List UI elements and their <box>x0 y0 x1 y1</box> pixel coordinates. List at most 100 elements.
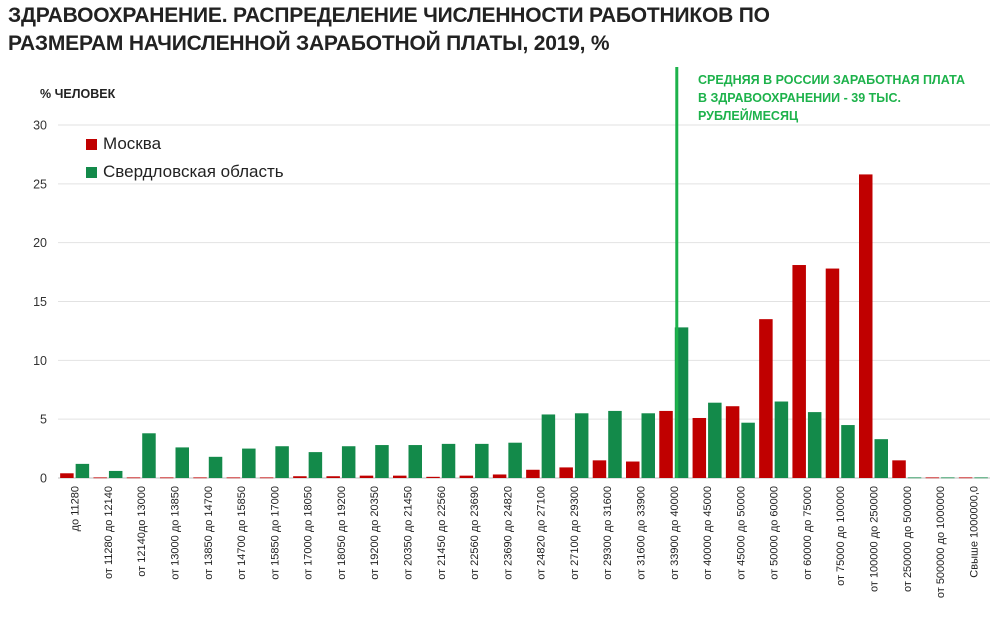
bar-moscow <box>193 477 207 479</box>
x-tick-label: от 20350 до 21450 <box>403 486 415 580</box>
bar-sverdlovsk <box>308 452 323 478</box>
legend-item-moscow: Москва <box>86 130 284 158</box>
bar-moscow <box>359 475 374 478</box>
bar-moscow <box>226 477 241 479</box>
bar-moscow <box>93 477 107 479</box>
bar-moscow <box>859 174 873 479</box>
bar-moscow <box>626 461 640 478</box>
bar-sverdlovsk <box>541 414 556 478</box>
x-tick-label: от 31600 до 33900 <box>636 486 648 580</box>
x-tick-label: от 17000 до 18050 <box>303 486 315 580</box>
bar-sverdlovsk <box>75 463 90 478</box>
bar-moscow <box>725 406 740 478</box>
bar-moscow <box>393 475 407 478</box>
x-tick-label: от 24820 до 27100 <box>536 486 548 580</box>
bar-sverdlovsk <box>408 445 422 478</box>
bar-moscow <box>958 477 973 479</box>
x-tick-label: от 14700 до 15850 <box>236 486 248 580</box>
y-tick-label: 20 <box>33 236 47 250</box>
chart-title: ЗДРАВООХРАНЕНИЕ. РАСПРЕДЕЛЕНИЕ ЧИСЛЕННОС… <box>8 2 908 58</box>
x-tick-label: от 75000 до 100000 <box>835 486 847 586</box>
x-tick-label: от 100000 до 250000 <box>869 486 881 592</box>
y-axis: % ЧЕЛОВЕК 0 5 10 15 20 25 30 <box>33 87 115 486</box>
x-tick-label: от 15850 до 17000 <box>269 486 281 580</box>
bar-sverdlovsk <box>974 477 988 479</box>
legend-item-sverdlovsk: Свердловская область <box>86 158 284 186</box>
y-tick-label: 0 <box>40 472 47 486</box>
y-tick-label: 30 <box>33 119 47 133</box>
bar-sverdlovsk <box>175 447 189 478</box>
y-tick-label: 10 <box>33 354 47 368</box>
bar-sverdlovsk <box>608 410 622 478</box>
bar-sverdlovsk <box>708 402 722 478</box>
bar-sverdlovsk <box>907 477 922 479</box>
bar-sverdlovsk <box>375 445 389 478</box>
y-tick-label: 5 <box>40 413 47 427</box>
chart-title-line-2: РАЗМЕРАМ НАЧИСЛЕННОЙ ЗАРАБОТНОЙ ПЛАТЫ, 2… <box>8 32 610 55</box>
bar-moscow <box>492 474 507 478</box>
bar-moscow <box>459 475 474 478</box>
x-tick-label: от 13000 до 13850 <box>170 486 182 580</box>
x-tick-label: от 22560 до 23690 <box>469 486 481 580</box>
bar-moscow <box>659 410 673 478</box>
bar-moscow <box>160 477 174 479</box>
bar-moscow <box>526 469 540 478</box>
x-tick-label: от 12140до 13000 <box>136 486 148 577</box>
bar-sverdlovsk <box>841 425 855 478</box>
bar-sverdlovsk <box>774 401 789 478</box>
bar-sverdlovsk <box>142 433 156 478</box>
bar-moscow <box>126 477 141 479</box>
bar-sverdlovsk <box>108 470 123 478</box>
bar-sverdlovsk <box>508 442 522 478</box>
x-tick-label: от 19200 до 20350 <box>369 486 381 580</box>
bar-sverdlovsk <box>574 413 589 478</box>
bar-moscow <box>60 473 74 478</box>
bar-sverdlovsk <box>807 412 822 478</box>
legend-label-moscow: Москва <box>103 134 162 153</box>
x-tick-label: от 50000 до 60000 <box>769 486 781 580</box>
x-tick-label: от 500000 до 1000000 <box>935 486 947 598</box>
bar-moscow <box>259 477 274 479</box>
bar-moscow <box>925 477 940 479</box>
bar-sverdlovsk <box>341 446 356 478</box>
annotation-line-3: РУБЛЕЙ/МЕСЯЦ <box>698 109 799 123</box>
bar-moscow <box>759 319 773 478</box>
bar-sverdlovsk <box>475 443 489 478</box>
bar-moscow <box>426 476 440 478</box>
bar-moscow <box>326 476 340 478</box>
legend-label-sverdlovsk: Свердловская область <box>103 162 284 181</box>
annotation-line-1: СРЕДНЯЯ В РОССИИ ЗАРАБОТНАЯ ПЛАТА <box>698 73 965 87</box>
bar-sverdlovsk <box>275 446 289 478</box>
bar-sverdlovsk <box>941 477 955 479</box>
x-axis: до 11280 от 11280 до 12140 от 12140до 1300… <box>70 486 981 598</box>
x-tick-label: от 33900 до 40000 <box>669 486 681 580</box>
bar-moscow <box>792 265 806 478</box>
bar-sverdlovsk <box>441 443 456 478</box>
x-tick-label: от 60000 до 75000 <box>802 486 814 580</box>
x-tick-label: Свыше 1000000,0 <box>968 486 980 578</box>
bar-sverdlovsk <box>242 448 256 478</box>
bar-moscow <box>592 460 607 478</box>
legend: Москва Свердловская область <box>86 130 284 186</box>
x-tick-label: от 250000 до 500000 <box>902 486 914 592</box>
annotation-line-2: В ЗДРАВООХРАНЕНИИ - 39 ТЫС. <box>698 91 902 105</box>
bar-moscow <box>892 460 906 478</box>
bar-moscow <box>825 268 840 478</box>
bars <box>60 174 988 479</box>
bar-moscow <box>293 476 307 478</box>
x-tick-label: от 18050 до 19200 <box>336 486 348 580</box>
y-tick-label: 15 <box>33 295 47 309</box>
chart-title-line-1: ЗДРАВООХРАНЕНИЕ. РАСПРЕДЕЛЕНИЕ ЧИСЛЕННОС… <box>8 4 770 27</box>
bar-moscow <box>559 467 573 478</box>
bar-sverdlovsk <box>741 422 755 478</box>
bar-moscow <box>692 417 707 478</box>
x-tick-label: от 45000 до 50000 <box>735 486 747 580</box>
x-tick-label: от 27100 до 29300 <box>569 486 581 580</box>
legend-swatch-sverdlovsk <box>86 166 97 178</box>
bar-sverdlovsk <box>641 413 655 478</box>
bar-sverdlovsk <box>874 439 888 478</box>
legend-swatch-moscow <box>86 138 97 150</box>
x-tick-label: от 23690 до 24820 <box>502 486 514 580</box>
average-salary-annotation: СРЕДНЯЯ В РОССИИ ЗАРАБОТНАЯ ПЛАТА В ЗДРА… <box>698 71 993 125</box>
